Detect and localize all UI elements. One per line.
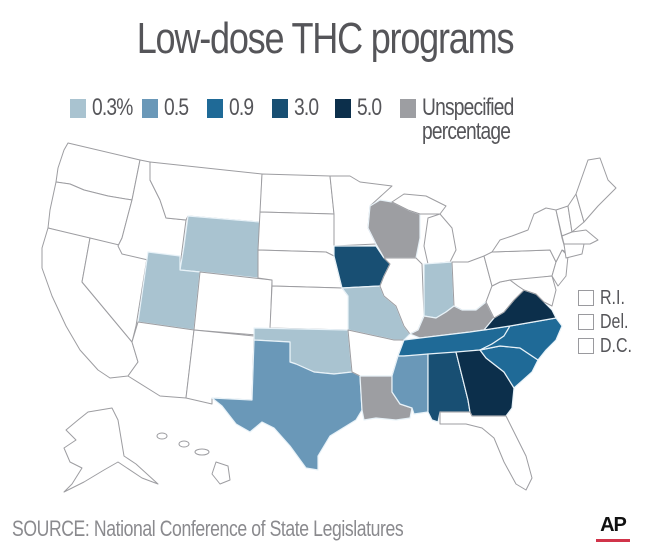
state-north-dakota bbox=[259, 173, 335, 215]
state-connecticut bbox=[563, 243, 585, 259]
legend-swatch bbox=[207, 99, 223, 118]
small-state-box bbox=[578, 338, 594, 354]
state-wyoming bbox=[179, 215, 261, 279]
small-state-label: D.C. bbox=[600, 334, 632, 357]
state-maine bbox=[575, 157, 617, 223]
small-state-box bbox=[578, 314, 594, 330]
state-new-mexico bbox=[185, 329, 255, 405]
us-map bbox=[41, 142, 617, 493]
state-florida bbox=[439, 411, 533, 491]
legend-item-3-0: 3.0 bbox=[272, 96, 324, 120]
small-state-dc: D.C. bbox=[578, 334, 640, 358]
state-hawaii bbox=[156, 432, 231, 485]
state-michigan bbox=[391, 193, 457, 265]
ap-logo-bar bbox=[596, 539, 630, 542]
legend-swatch bbox=[142, 99, 158, 118]
small-state-del: Del. bbox=[578, 310, 640, 334]
state-kansas bbox=[269, 285, 349, 331]
state-south-dakota bbox=[257, 211, 335, 257]
state-arizona bbox=[127, 321, 195, 399]
small-states-legend: R.I. Del. D.C. bbox=[578, 286, 640, 358]
legend-swatch bbox=[400, 99, 416, 118]
legend-item-0-5: 0.5 bbox=[142, 96, 194, 120]
legend-item-5-0: 5.0 bbox=[335, 96, 387, 120]
small-state-box bbox=[578, 290, 594, 306]
legend-item-unspecified: Unspecified percentage bbox=[400, 96, 536, 144]
state-colorado bbox=[193, 271, 273, 337]
state-north-carolina bbox=[479, 317, 563, 361]
state-montana bbox=[149, 161, 263, 223]
source-note: SOURCE: National Conference of State Leg… bbox=[12, 516, 404, 541]
state-wisconsin bbox=[367, 199, 421, 259]
state-illinois bbox=[379, 257, 425, 335]
legend-swatch bbox=[335, 99, 351, 118]
legend-label: Unspecified percentage bbox=[422, 96, 514, 144]
legend-label: 0.9 bbox=[229, 94, 254, 121]
legend-label: 0.5 bbox=[164, 94, 189, 121]
legend-swatch bbox=[70, 99, 86, 118]
legend-label-line2: percentage bbox=[422, 118, 511, 145]
legend-label: 3.0 bbox=[294, 94, 319, 121]
legend-label: 0.3% bbox=[92, 94, 133, 121]
legend-swatch bbox=[272, 99, 288, 118]
legend-item-0-9: 0.9 bbox=[207, 96, 259, 120]
page-title: Low-dose THC programs bbox=[136, 14, 515, 63]
legend-label-line1: Unspecified bbox=[422, 94, 514, 121]
ap-logo-text: AP bbox=[600, 514, 627, 536]
small-state-label: R.I. bbox=[600, 286, 625, 309]
state-maryland bbox=[509, 275, 557, 307]
legend-label: 5.0 bbox=[357, 94, 382, 121]
small-state-ri: R.I. bbox=[578, 286, 640, 310]
legend-item-0-3: 0.3% bbox=[70, 96, 143, 120]
ap-logo: AP bbox=[596, 514, 630, 542]
small-state-label: Del. bbox=[600, 310, 629, 333]
state-texas bbox=[211, 339, 363, 471]
state-alaska bbox=[63, 407, 159, 493]
